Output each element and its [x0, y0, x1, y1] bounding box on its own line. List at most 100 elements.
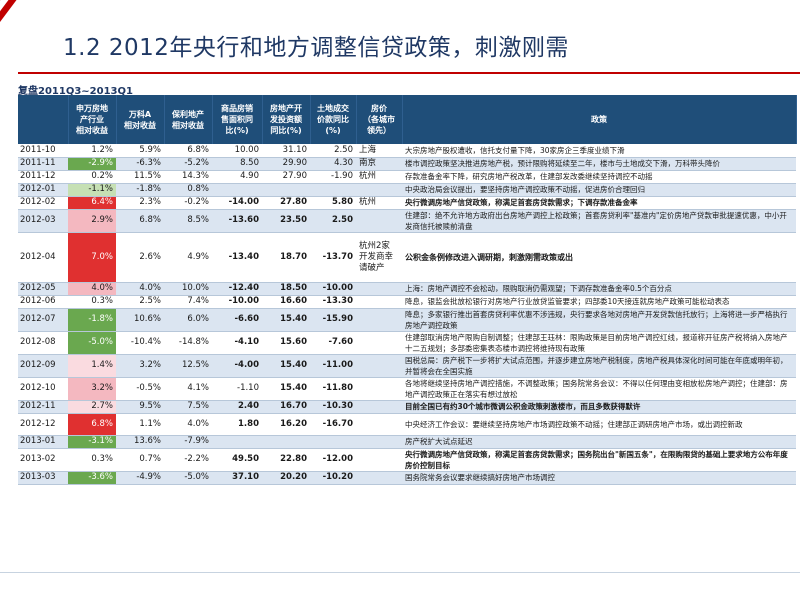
date-cell: 2011-11 [18, 157, 68, 171]
investment-cell: 15.40 [262, 354, 310, 378]
city-cell: 杭州 [356, 170, 402, 184]
column-header: 商品房销 售面积同 比(%) [212, 95, 263, 144]
city-cell [356, 331, 402, 355]
poly-return-cell: 6.8% [164, 144, 212, 158]
table-row: 2012-11 2.7% 9.5% 7.5% 2.40 16.70 -10.30 目前全国已有… [18, 400, 796, 414]
table-row: 2012-01 -1.1% -1.8% 0.8% 中央政治局会议提出，要坚持房地产调控政… [18, 183, 796, 197]
vanke-return-cell: 6.8% [116, 209, 164, 233]
sw-return-cell: 1.2% [68, 144, 116, 158]
land-price-cell: -11.80 [310, 377, 356, 401]
vanke-return-cell: 2.5% [116, 295, 164, 309]
date-cell: 2012-10 [18, 377, 68, 401]
sw-return-cell: -1.1% [68, 183, 116, 197]
policy-cell: 央行微调房地产信贷政策，称满足首套房贷款需求；下调存款准备金率 [402, 196, 796, 210]
land-price-cell: -12.00 [310, 448, 356, 472]
poly-return-cell: -2.2% [164, 448, 212, 472]
slide-title: 1.2 2012年央行和地方调整信贷政策，刺激刚需 [63, 35, 569, 61]
table-row: 2013-03 -3.6% -4.9% -5.0% 37.10 20.20 -10.20 国务… [18, 471, 796, 485]
land-price-cell: -13.30 [310, 295, 356, 309]
sw-return-cell: 4.0% [68, 282, 116, 296]
poly-return-cell: -5.0% [164, 471, 212, 485]
date-cell: 2012-02 [18, 196, 68, 210]
sw-return-cell: 1.4% [68, 354, 116, 378]
investment-cell [262, 183, 310, 197]
column-header: 保利地产 相对收益 [164, 95, 213, 144]
vanke-return-cell: 0.7% [116, 448, 164, 472]
land-price-cell [310, 183, 356, 197]
land-price-cell: -16.70 [310, 413, 356, 436]
sw-return-cell: 7.0% [68, 232, 116, 283]
sales-area-cell: -1.10 [212, 377, 262, 401]
policy-cell: 存款准备金率下降，研究房地产税改革，住建部发改委继续坚持调控不动摇 [402, 170, 796, 184]
investment-cell: 31.10 [262, 144, 310, 158]
investment-cell: 27.80 [262, 196, 310, 210]
table-row: 2013-01 -3.1% 13.6% -7.9% 房产税扩大试点延迟 [18, 435, 796, 449]
table-row: 2012-05 4.0% 4.0% 10.0% -12.40 18.50 -10.00 上海：… [18, 282, 796, 296]
vanke-return-cell: 3.2% [116, 354, 164, 378]
date-cell: 2011-10 [18, 144, 68, 158]
title-divider [18, 72, 800, 74]
table-row: 2013-02 0.3% 0.7% -2.2% 49.50 22.80 -12.00 央行微调… [18, 448, 796, 472]
policy-cell: 楼市调控政策坚决推进房地产税，预计限购将延续至二年，楼市与土地成交下滑，万科带头… [402, 157, 796, 171]
table-row: 2011-11 -2.9% -6.3% -5.2% 8.50 29.90 4.30 南京 楼市调… [18, 157, 796, 171]
policy-cell: 国务院常务会议要求继续搞好房地产市场调控 [402, 471, 796, 485]
city-cell: 南京 [356, 157, 402, 171]
sales-area-cell [212, 183, 262, 197]
sales-area-cell: -6.60 [212, 308, 262, 332]
investment-cell: 18.70 [262, 232, 310, 283]
sales-area-cell: -14.00 [212, 196, 262, 210]
vanke-return-cell: -4.9% [116, 471, 164, 485]
investment-cell: 15.40 [262, 308, 310, 332]
land-price-cell: -13.70 [310, 232, 356, 283]
land-price-cell: -10.20 [310, 471, 356, 485]
column-header: 房地产开 发投资额 同比(%) [262, 95, 311, 144]
policy-cell: 目前全国已有约30个城市微调公积金政策刺激楼市，而且多数获得默许 [402, 400, 796, 414]
table-header-row: 申万房地 产行业 相对收益 万科A 相对收益 保利地产 相对收益 商品房销 售面积同 … [18, 95, 797, 144]
investment-cell: 15.60 [262, 331, 310, 355]
land-price-cell [310, 435, 356, 449]
vanke-return-cell: 13.6% [116, 435, 164, 449]
policy-cell: 降息；多家银行推出首套房贷利率优惠不涉违规，央行要求各地对房地产开发贷款信托放行… [402, 308, 796, 332]
table-body: 2011-10 1.2% 5.9% 6.8% 10.00 31.10 2.50 上海 大宗房地产… [18, 144, 796, 485]
table-row: 2012-06 0.3% 2.5% 7.4% -10.00 16.60 -13.30 降息，银… [18, 295, 796, 309]
investment-cell: 16.60 [262, 295, 310, 309]
policy-cell: 央行微调房地产信贷政策，称满足首套房贷款需求；国务院出台"新国五条"，在限购限贷… [402, 448, 796, 472]
policy-cell: 中央政治局会议提出，要坚持房地产调控政策不动摇，促进房价合理回归 [402, 183, 796, 197]
city-cell [356, 183, 402, 197]
sw-return-cell: 0.3% [68, 295, 116, 309]
vanke-return-cell: 10.6% [116, 308, 164, 332]
policy-cell: 住建部：绝不允许地方政府出台房地产调控上松政策；首套房贷利率"基准内"定价房地产… [402, 209, 796, 233]
city-cell [356, 435, 402, 449]
land-price-cell: -10.00 [310, 282, 356, 296]
sw-return-cell: -5.0% [68, 331, 116, 355]
vanke-return-cell: -1.8% [116, 183, 164, 197]
city-cell [356, 354, 402, 378]
sw-return-cell: -2.9% [68, 157, 116, 171]
date-cell: 2012-12 [18, 413, 68, 436]
poly-return-cell: -5.2% [164, 157, 212, 171]
sw-return-cell: 3.2% [68, 377, 116, 401]
city-cell [356, 413, 402, 436]
land-price-cell: -15.90 [310, 308, 356, 332]
policy-cell: 降息，银监会批放松银行对房地产行业放贷监管要求；四部委10天接连就房地产政策可能… [402, 295, 796, 309]
city-cell: 上海 [356, 144, 402, 158]
land-price-cell: -11.00 [310, 354, 356, 378]
policy-cell: 房产税扩大试点延迟 [402, 435, 796, 449]
vanke-return-cell: 9.5% [116, 400, 164, 414]
poly-return-cell: 4.0% [164, 413, 212, 436]
city-cell [356, 448, 402, 472]
column-header: 土地成交 价款同比 (%) [310, 95, 357, 144]
poly-return-cell: -7.9% [164, 435, 212, 449]
land-price-cell: 4.30 [310, 157, 356, 171]
column-header: 房价 （各城市 领先） [356, 95, 403, 144]
sales-area-cell [212, 435, 262, 449]
policy-review-table: 申万房地 产行业 相对收益 万科A 相对收益 保利地产 相对收益 商品房销 售面积同 … [18, 95, 797, 485]
city-cell [356, 471, 402, 485]
city-cell: 杭州2家 开发商幸 请破产 [356, 232, 402, 283]
investment-cell: 20.20 [262, 471, 310, 485]
sales-area-cell: -13.60 [212, 209, 262, 233]
city-cell [356, 209, 402, 233]
investment-cell: 27.90 [262, 170, 310, 184]
land-price-cell: 2.50 [310, 209, 356, 233]
sales-area-cell: 8.50 [212, 157, 262, 171]
